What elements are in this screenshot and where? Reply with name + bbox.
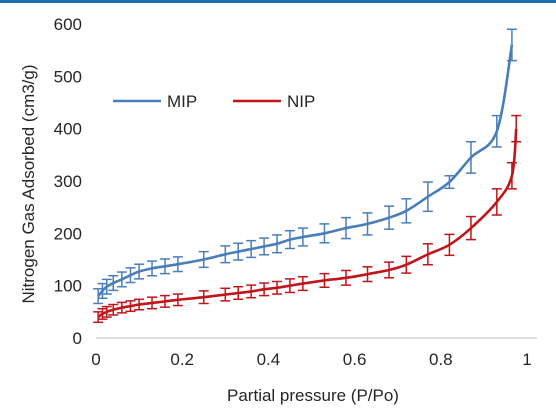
y-tick-label: 200 [54,224,82,243]
error-bar-mip [93,288,104,305]
x-tick-label: 1 [522,350,531,369]
x-tick-label: 0.8 [429,350,453,369]
error-bar-mip [220,245,231,264]
error-bar-mip [116,271,127,288]
error-bar-nip [491,188,502,216]
error-bar-nip [93,311,104,324]
error-bar-mip [284,229,295,250]
x-tick-label: 0 [91,350,100,369]
error-bar-nip [101,305,112,318]
error-bar-nip [220,287,231,302]
error-bar-nip [340,269,351,286]
error-bar-nip [134,298,145,311]
error-bar-nip [284,278,295,294]
error-bar-mip [147,260,158,277]
error-bar-nip [125,300,136,313]
error-bar-mip [491,114,502,148]
error-bar-nip [233,285,244,301]
x-tick-label: 0.4 [257,350,281,369]
error-bar-nip [272,280,283,295]
error-bar-nip [444,233,455,257]
y-axis-title: Nitrogen Gas Adsorbed (cm3/g) [19,64,38,303]
error-bar-mip [97,282,108,299]
series-line-nip [97,128,518,319]
error-bar-mip [246,239,257,259]
x-tick-label: 0.6 [343,350,367,369]
x-tick-label: 0.2 [170,350,194,369]
y-tick-label: 0 [73,329,82,348]
error-bar-nip [401,255,412,274]
error-bar-mip [259,237,270,256]
legend: MIP NIP [113,92,315,111]
error-bar-mip [272,234,283,254]
error-bar-mip [340,216,351,240]
error-bar-mip [444,175,455,190]
error-bar-nip [246,284,257,299]
error-bar-mip [233,242,244,261]
y-tick-label: 500 [54,67,82,86]
series-nip [93,114,522,324]
series-line-mip [97,44,514,297]
error-bar-nip [319,272,330,288]
error-bar-nip [147,296,158,310]
error-bar-mip [108,274,119,292]
y-tick-label: 400 [54,120,82,139]
y-tick-label: 600 [54,15,82,34]
error-bar-nip [465,215,476,241]
error-bar-nip [511,114,522,143]
error-bar-mip [319,223,330,244]
error-bar-mip [172,256,183,273]
error-bar-mip [401,198,412,224]
error-bar-nip [159,294,170,308]
error-bar-mip [384,205,395,230]
error-bar-nip [172,293,183,307]
error-bar-nip [362,266,373,283]
error-bar-mip [159,258,170,275]
error-bar-mip [198,250,209,269]
error-bar-nip [116,301,127,314]
error-bar-mip [422,181,433,213]
error-bar-mip [297,227,308,247]
error-bar-nip [259,282,270,297]
error-bar-nip [108,303,119,316]
error-bar-nip [198,290,209,305]
error-bar-mip [101,278,112,295]
error-bar-nip [297,276,308,292]
error-bar-mip [506,28,517,62]
error-bar-mip [465,141,476,174]
top-border-line [0,0,556,3]
error-bar-nip [384,261,395,279]
error-bar-nip [506,161,517,190]
legend-label-mip: MIP [167,92,197,111]
legend-label-nip: NIP [287,92,315,111]
x-axis-title: Partial pressure (P/Po) [227,386,399,405]
y-tick-labels: 0 100 200 300 400 500 600 [54,15,82,348]
y-tick-label: 300 [54,172,82,191]
error-bar-mip [125,267,136,284]
x-tick-labels: 0 0.2 0.4 0.6 0.8 1 [91,350,531,369]
error-bar-nip [422,243,433,266]
error-bar-mip [134,263,145,280]
series-mip [93,28,517,305]
error-bar-mip [362,212,373,236]
series-group [93,28,522,324]
y-tick-label: 100 [54,277,82,296]
